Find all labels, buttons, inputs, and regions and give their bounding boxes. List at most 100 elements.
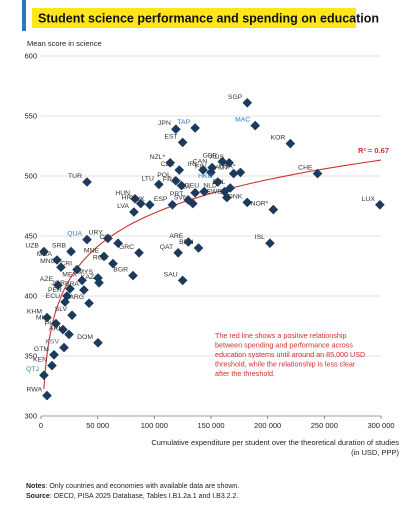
point-label: BRA — [65, 281, 79, 288]
notes-label: Notes — [26, 483, 46, 490]
point-label: NZL* — [150, 154, 166, 161]
point-label: ITA — [180, 184, 191, 191]
data-point — [242, 197, 253, 208]
point-label: IRL — [187, 161, 198, 168]
point-label: TUR — [68, 173, 82, 180]
data-point — [265, 238, 275, 249]
y-tick-label: 450 — [24, 232, 37, 241]
data-point — [144, 199, 155, 210]
chart-title: Student science performance and spending… — [38, 12, 379, 26]
y-tick-label: 600 — [24, 52, 37, 61]
point-label: DNK — [228, 193, 243, 200]
data-point — [113, 238, 123, 249]
point-label: GTM — [34, 346, 49, 353]
point-label: HKG — [198, 173, 213, 180]
annotation: between spending and performance across — [215, 341, 353, 350]
trend-line — [43, 159, 382, 390]
data-point — [103, 233, 113, 244]
data-point — [42, 390, 52, 401]
point-label: SGP — [228, 94, 243, 101]
data-point — [224, 157, 234, 168]
annotation: education systems until around an 85,000… — [215, 350, 365, 359]
point-label: KOR — [271, 135, 286, 142]
data-point — [174, 165, 185, 175]
data-point — [193, 243, 204, 253]
point-label: LTU — [142, 175, 154, 182]
point-label: FIN — [195, 163, 206, 170]
x-axis-label: (in USD, PPP) — [351, 448, 399, 457]
data-point — [198, 165, 208, 175]
x-tick-label: 300 000 — [367, 421, 394, 430]
data-point — [59, 342, 69, 353]
point-label: PRT — [170, 191, 183, 198]
point-label: MEX — [62, 271, 77, 278]
point-label: SVN — [174, 195, 188, 202]
point-label: CHE — [298, 165, 313, 172]
data-point — [173, 247, 183, 258]
data-point — [242, 97, 253, 108]
point-label: LVA — [117, 203, 129, 210]
point-label: URY — [89, 229, 104, 236]
data-point — [82, 177, 92, 187]
point-label: BEL — [212, 179, 225, 186]
point-label: SWE — [206, 189, 222, 196]
data-point — [47, 360, 57, 371]
data-point — [190, 187, 200, 198]
x-axis-label: Cumulative expenditure per student over … — [151, 438, 399, 447]
source-text: : OECD, PISA 2025 Database, Tables I.B1.… — [50, 493, 239, 500]
data-point — [128, 270, 138, 281]
point-label: KHM — [27, 309, 42, 316]
data-point — [177, 275, 188, 286]
point-label: KSV — [45, 339, 59, 346]
x-tick-label: 250 000 — [311, 421, 338, 430]
source-label: Source — [26, 493, 50, 500]
data-point — [199, 186, 210, 197]
data-point — [53, 280, 63, 291]
point-label: NLD* — [203, 183, 220, 190]
trend-r2: R² = 0.67 — [358, 146, 389, 155]
data-point — [84, 298, 94, 309]
point-label: MNG — [40, 258, 56, 265]
data-point — [285, 138, 296, 149]
point-label: HRV — [121, 195, 136, 202]
data-point — [154, 179, 164, 190]
point-label: CRI — [60, 261, 72, 268]
point-label: MDA — [37, 251, 53, 258]
data-point — [222, 192, 232, 203]
data-point — [312, 168, 323, 179]
point-label: QTJ — [26, 366, 39, 373]
annotation: after the threshold. — [215, 369, 275, 378]
data-point — [171, 175, 181, 186]
data-point — [66, 246, 76, 257]
point-label: RWA — [27, 387, 43, 394]
point-label: MNE — [84, 247, 100, 254]
data-point — [190, 123, 200, 133]
data-point — [375, 199, 385, 210]
data-point — [217, 156, 228, 167]
data-point — [167, 199, 178, 210]
point-label: SAU — [164, 271, 178, 278]
data-point — [135, 198, 146, 209]
point-label: UZB — [25, 243, 39, 250]
data-point — [235, 167, 246, 178]
y-tick-label: 350 — [24, 352, 37, 361]
point-label: DOM — [77, 334, 93, 341]
point-label: CHL — [99, 234, 113, 241]
data-point — [250, 120, 261, 131]
point-label: TAP — [177, 119, 190, 126]
y-tick-label: 550 — [24, 112, 37, 121]
point-label: AUT — [215, 165, 229, 172]
x-tick-label: 150 000 — [197, 421, 224, 430]
data-point — [130, 193, 140, 204]
point-label: ARM — [49, 325, 64, 332]
y-tick-label: 500 — [24, 172, 37, 181]
data-point — [134, 247, 144, 258]
data-point — [212, 177, 223, 187]
data-point — [67, 310, 77, 321]
point-label: QUA — [67, 231, 82, 238]
point-label: JOR — [51, 280, 65, 287]
data-point — [56, 262, 66, 273]
point-label: LUX — [362, 196, 376, 203]
point-label: SLV — [55, 306, 68, 313]
